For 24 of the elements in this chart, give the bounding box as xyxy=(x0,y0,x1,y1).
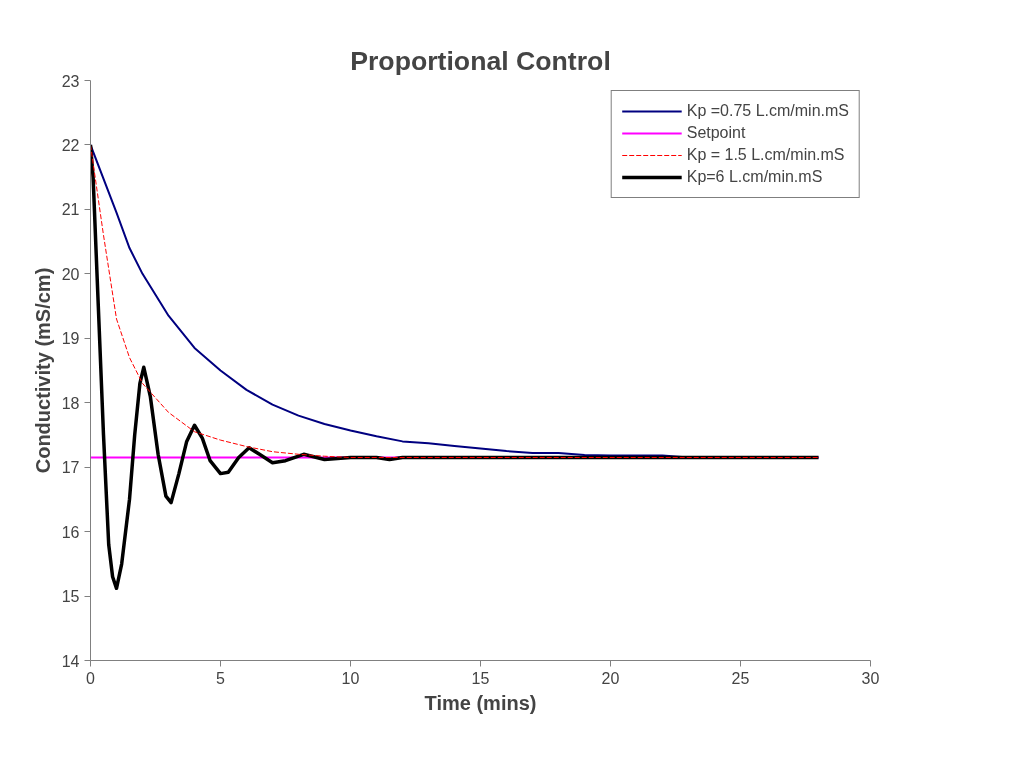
y-tick-label: 18 xyxy=(61,394,80,412)
y-tick-label: 23 xyxy=(61,72,80,90)
legend-label: Setpoint xyxy=(686,124,746,142)
chart-title: Proportional Control xyxy=(350,45,611,76)
x-tick-label: 5 xyxy=(216,669,226,687)
y-tick-label: 19 xyxy=(61,330,80,348)
x-tick-label: 0 xyxy=(86,669,96,687)
y-tick-label: 15 xyxy=(61,588,80,606)
y-axis-title: Conductivity (mS/cm) xyxy=(31,267,54,474)
legend-label: Kp = 1.5 L.cm/min.mS xyxy=(686,146,845,164)
x-tick-label: 10 xyxy=(341,669,360,687)
y-tick-label: 22 xyxy=(61,136,80,154)
legend-label: Kp =0.75 L.cm/min.mS xyxy=(686,102,849,120)
y-tick-label: 20 xyxy=(61,265,80,283)
y-tick-label: 16 xyxy=(61,523,80,541)
x-tick-label: 20 xyxy=(601,669,620,687)
x-tick-label: 25 xyxy=(731,669,750,687)
x-axis-title: Time (mins) xyxy=(424,691,537,714)
y-tick-label: 14 xyxy=(61,652,80,670)
x-tick-label: 15 xyxy=(471,669,490,687)
y-tick-label: 17 xyxy=(61,459,80,477)
y-tick-label: 21 xyxy=(61,201,80,219)
x-tick-label: 30 xyxy=(861,669,880,687)
legend-label: Kp=6 L.cm/min.mS xyxy=(686,168,823,186)
